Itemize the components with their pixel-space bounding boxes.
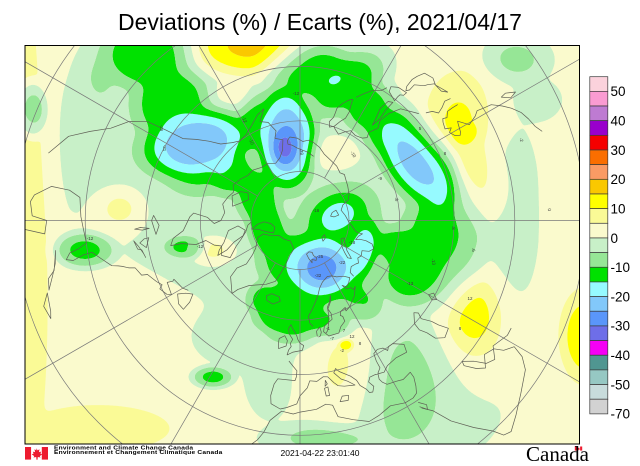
svg-text:-7: -7: [330, 336, 334, 341]
svg-text:-28: -28: [298, 148, 304, 156]
svg-text:-40: -40: [611, 348, 631, 363]
svg-text:30: 30: [611, 143, 626, 158]
svg-text:-18: -18: [349, 240, 356, 245]
svg-text:-20: -20: [611, 289, 631, 304]
svg-text:5: 5: [419, 126, 422, 131]
svg-text:-6: -6: [393, 196, 400, 202]
svg-text:0: 0: [611, 231, 619, 246]
svg-text:8: 8: [359, 341, 362, 346]
svg-text:12: 12: [349, 334, 355, 339]
svg-text:-13: -13: [430, 258, 436, 266]
svg-text:0: 0: [547, 208, 552, 212]
svg-text:-12: -12: [197, 244, 204, 249]
svg-text:-2: -2: [519, 137, 525, 142]
svg-text:-32: -32: [315, 273, 322, 278]
svg-text:50: 50: [611, 84, 626, 99]
svg-text:20: 20: [611, 172, 626, 187]
svg-text:-10: -10: [248, 138, 255, 146]
svg-text:-25: -25: [317, 254, 324, 259]
svg-text:-21: -21: [162, 145, 167, 152]
svg-text:12: 12: [467, 296, 473, 301]
svg-text:-9: -9: [378, 176, 382, 181]
svg-text:40: 40: [611, 113, 626, 128]
svg-text:7: 7: [343, 328, 346, 333]
svg-text:-12: -12: [241, 116, 248, 124]
svg-text:-8: -8: [451, 225, 457, 230]
svg-text:-70: -70: [611, 407, 631, 422]
svg-text:-12: -12: [87, 236, 94, 241]
svg-text:-26: -26: [159, 125, 164, 132]
svg-text:10: 10: [611, 201, 626, 216]
svg-text:-6: -6: [471, 247, 477, 252]
svg-text:-10: -10: [611, 260, 631, 275]
svg-text:-2: -2: [340, 348, 344, 353]
svg-text:-13: -13: [407, 281, 414, 286]
svg-text:-22: -22: [339, 260, 346, 265]
svg-text:-1: -1: [326, 326, 330, 331]
svg-text:-30: -30: [611, 319, 631, 334]
svg-text:-12: -12: [293, 91, 300, 96]
svg-text:-16: -16: [313, 208, 320, 213]
svg-text:8: 8: [459, 326, 462, 331]
svg-text:8: 8: [444, 151, 447, 156]
svg-text:-50: -50: [611, 377, 631, 392]
svg-text:-10: -10: [350, 150, 358, 159]
